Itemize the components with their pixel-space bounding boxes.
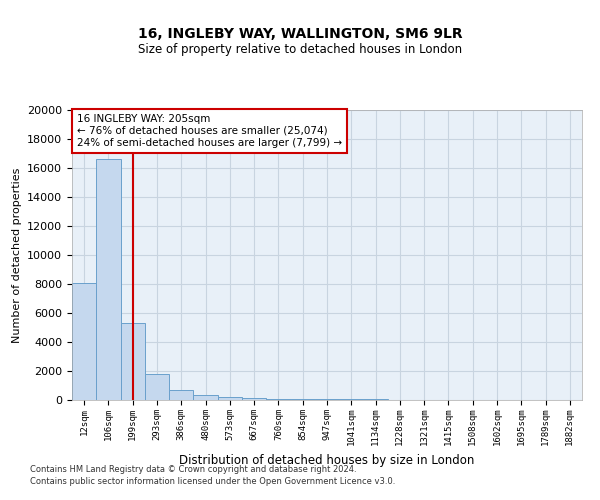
Text: 16 INGLEBY WAY: 205sqm
← 76% of detached houses are smaller (25,074)
24% of semi: 16 INGLEBY WAY: 205sqm ← 76% of detached… — [77, 114, 342, 148]
Bar — [266, 398, 290, 400]
Text: 16, INGLEBY WAY, WALLINGTON, SM6 9LR: 16, INGLEBY WAY, WALLINGTON, SM6 9LR — [137, 28, 463, 42]
Text: Contains HM Land Registry data © Crown copyright and database right 2024.: Contains HM Land Registry data © Crown c… — [30, 466, 356, 474]
Bar — [315, 399, 339, 400]
Bar — [218, 397, 242, 400]
X-axis label: Distribution of detached houses by size in London: Distribution of detached houses by size … — [179, 454, 475, 466]
Text: Contains public sector information licensed under the Open Government Licence v3: Contains public sector information licen… — [30, 477, 395, 486]
Bar — [72, 282, 96, 400]
Bar — [290, 399, 315, 400]
Bar — [193, 395, 218, 400]
Bar — [121, 323, 145, 400]
Bar — [169, 390, 193, 400]
Bar — [145, 374, 169, 400]
Y-axis label: Number of detached properties: Number of detached properties — [11, 168, 22, 342]
Bar — [242, 398, 266, 400]
Bar — [96, 160, 121, 400]
Text: Size of property relative to detached houses in London: Size of property relative to detached ho… — [138, 42, 462, 56]
